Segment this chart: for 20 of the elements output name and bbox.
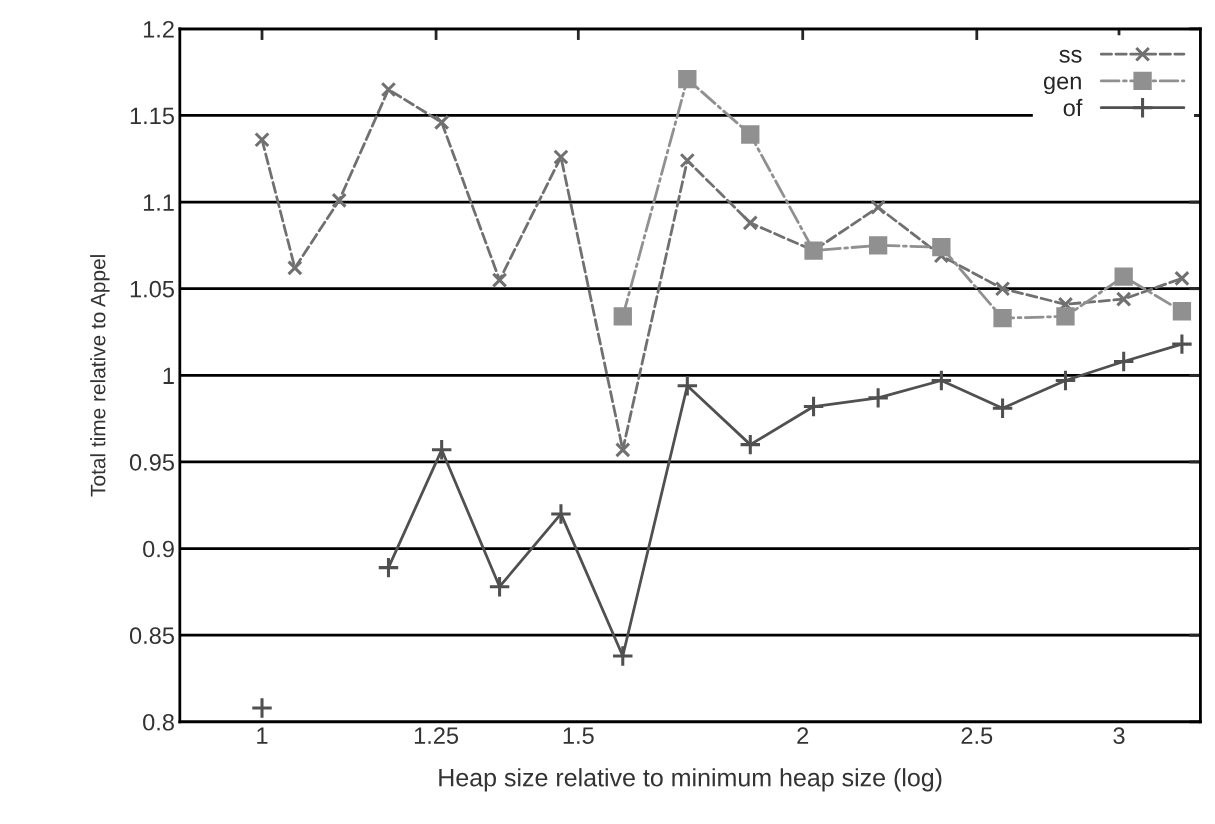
x-tick-label: 1.25 [414,727,459,745]
x-tick-label: 3 [1113,727,1125,745]
legend-label: ss [1059,49,1082,63]
y-tick-label: 1 [163,367,174,384]
y-tick-label: 0.95 [129,454,174,471]
x-tick-label: 1.5 [563,727,594,745]
legend-label: of [1063,98,1083,117]
y-tick-label: 0.85 [129,627,174,644]
x-tick-label: 2.5 [961,727,993,745]
x-tick-label: 1 [257,727,268,744]
legend-label: gen [1043,76,1081,95]
y-tick-label: 1.15 [130,107,174,125]
y-axis-title: Total time relative to Appel [90,255,110,497]
x-axis-title: Heap size relative to minimum heap size (log) [439,768,942,792]
y-tick-label: 1.1 [143,194,174,211]
x-tick-label: 2 [797,727,809,744]
y-tick-label: 1.05 [130,280,174,298]
y-tick-label: 0.9 [143,540,174,558]
y-tick-label: 0.8 [143,713,174,731]
y-tick-label: 1.2 [143,20,174,38]
